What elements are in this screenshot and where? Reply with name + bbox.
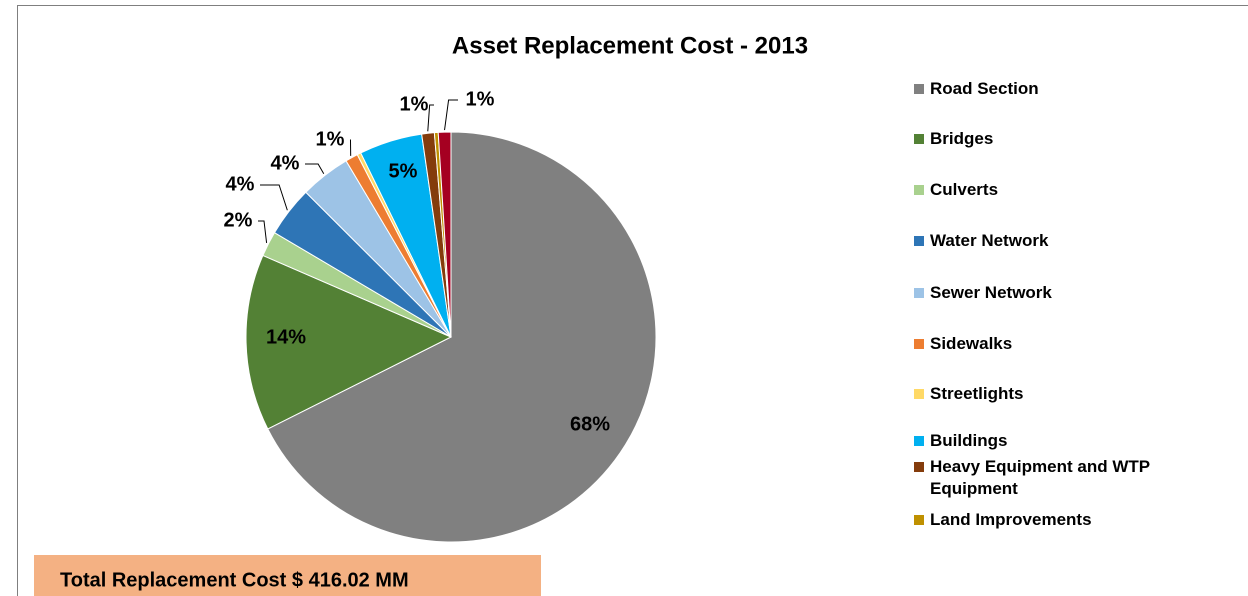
legend-label: Land Improvements — [930, 510, 1092, 529]
legend-swatch — [914, 515, 924, 525]
total-box — [34, 555, 541, 596]
data-label: 5% — [389, 160, 418, 182]
legend-swatch — [914, 339, 924, 349]
leader-line — [349, 139, 352, 156]
legend-swatch — [914, 134, 924, 144]
leader-line — [427, 104, 434, 132]
pie-slice — [437, 131, 452, 338]
legend-swatch — [914, 436, 924, 446]
legend-label: Culverts — [930, 180, 999, 199]
data-label: 4% — [226, 173, 255, 195]
data-label: 68% — [570, 413, 610, 435]
leader-line — [305, 163, 325, 174]
data-label: 1% — [400, 93, 429, 115]
leader-line — [444, 99, 458, 131]
legend-label: Bridges — [930, 129, 994, 148]
data-label: 2% — [224, 209, 253, 231]
legend-swatch — [914, 462, 924, 472]
pie-slice — [245, 254, 453, 430]
data-label: 14% — [266, 326, 306, 348]
leader-line — [260, 184, 288, 211]
legend-swatch — [914, 389, 924, 399]
legend-label: Sewer Network — [930, 283, 1052, 302]
legend-label: Buildings — [930, 431, 1008, 450]
legend-swatch — [914, 236, 924, 246]
legend-label: Streetlights — [930, 384, 1024, 403]
pie-slice — [267, 131, 657, 543]
leader-line — [258, 220, 268, 244]
data-label: 1% — [466, 88, 495, 110]
chart-border — [17, 5, 1248, 596]
chart-title: Asset Replacement Cost - 2013 — [452, 32, 808, 59]
legend-swatch — [914, 288, 924, 298]
data-label: 4% — [271, 152, 300, 174]
legend-label: Water Network — [930, 231, 1049, 250]
legend-label: Heavy Equipment and WTP Equipment — [930, 457, 1150, 498]
legend-swatch — [914, 84, 924, 94]
total-label: Total Replacement Cost $ 416.02 MM — [60, 569, 409, 591]
legend-swatch — [914, 185, 924, 195]
legend-label: Road Section — [930, 79, 1039, 98]
data-label: 1% — [316, 128, 345, 150]
legend-label: Sidewalks — [930, 334, 1013, 353]
